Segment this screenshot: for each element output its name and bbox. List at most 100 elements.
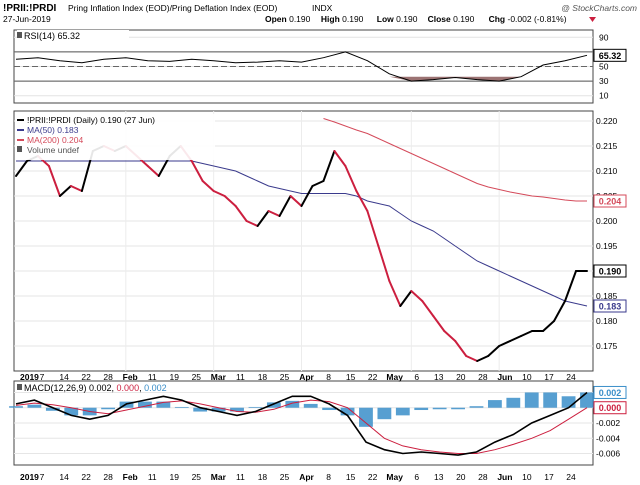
- macd-histogram-bar: [451, 407, 465, 410]
- macd-tick-label: -0.004: [596, 433, 620, 443]
- rsi-label-bg: [17, 30, 129, 41]
- macd-histogram-bar: [9, 406, 23, 408]
- price-segment: [432, 315, 446, 332]
- price-segment: [47, 165, 61, 197]
- macd-histogram-bar: [432, 407, 447, 410]
- macd-histogram-bar: [174, 406, 189, 408]
- x-tick-label: 2019: [20, 372, 39, 382]
- macd-histogram-bar: [580, 392, 594, 408]
- x-tick-label: 22: [81, 472, 91, 482]
- macd-histogram-bar: [64, 407, 79, 416]
- macd-value-tag: 0.002: [599, 388, 622, 398]
- macd-tick-label: -0.002: [596, 418, 620, 428]
- price-tick-label: 0.200: [596, 216, 618, 226]
- price-segment: [355, 190, 369, 212]
- price-panel: 0.2200.2150.2100.2050.2000.1950.1900.185…: [13, 110, 627, 372]
- price-segment: [454, 340, 468, 357]
- x-tick-label: 6: [414, 372, 419, 382]
- x-tick-label: 13: [434, 472, 444, 482]
- x-tick-label: 25: [192, 372, 202, 382]
- price-value-tag: 0.204: [599, 197, 622, 207]
- macd-histogram-bar: [506, 397, 521, 408]
- price-segment: [322, 150, 336, 182]
- rsi-label: RSI(14) 65.32: [24, 31, 80, 41]
- macd-histogram-bar: [266, 402, 281, 408]
- macd-histogram-bar: [487, 400, 502, 408]
- x-tick-label: 25: [280, 472, 290, 482]
- rsi-tick-label: 30: [599, 76, 609, 86]
- legend-entry: Volume undef: [27, 145, 80, 155]
- macd-histogram-bar: [469, 406, 484, 408]
- price-segment: [333, 150, 347, 167]
- x-tick-label: 20: [456, 372, 466, 382]
- x-tick-label: 24: [566, 472, 576, 482]
- price-segment: [465, 355, 479, 362]
- x-tick-label: 2019: [20, 472, 39, 482]
- macd-histogram-bar: [285, 400, 300, 408]
- price-tick-label: 0.175: [596, 341, 618, 351]
- x-tick-label: Feb: [123, 472, 138, 482]
- x-tick-label: 28: [478, 472, 488, 482]
- x-axis: 2019 7 14 22 28 Feb 11 19 25 Mar 11 18 25 Apr 8 15 22 May…: [20, 372, 576, 482]
- price-segment: [520, 330, 534, 337]
- macd-histogram-bar: [377, 407, 392, 420]
- ma200-line: [323, 118, 587, 202]
- volume-legend-icon: [17, 146, 22, 152]
- rsi-value-tag: 65.32: [599, 51, 622, 61]
- x-tick-label: 18: [258, 472, 268, 482]
- ohlc-close: Close 0.190: [428, 14, 475, 24]
- macd-panel: 0.002 0.000 -0.002 -0.004 -0.006 MACD(12,26,9…: [9, 380, 627, 466]
- price-segment: [564, 270, 578, 302]
- price-segment: [366, 210, 380, 247]
- rsi-tick-label: 10: [599, 91, 609, 101]
- x-tick-label: 7: [40, 372, 45, 382]
- macd-histogram-bar: [45, 407, 60, 411]
- macd-value-tag-box: [593, 385, 627, 399]
- rsi-line: [15, 51, 588, 82]
- x-tick-label: May: [386, 372, 403, 382]
- x-tick-label: 11: [148, 372, 157, 382]
- legend-entry: MA(50) 0.183: [27, 125, 79, 135]
- price-segment: [553, 300, 567, 322]
- x-tick-label: Apr: [299, 472, 314, 482]
- x-tick-label: 7: [40, 472, 45, 482]
- price-segment: [212, 190, 226, 197]
- x-tick-label: 17: [544, 472, 554, 482]
- macd-histogram-bar: [303, 403, 318, 408]
- header-exchange: INDX: [312, 3, 333, 13]
- ohlc-low: Low 0.190: [377, 14, 418, 24]
- x-tick-label: 10: [522, 472, 532, 482]
- price-value-tag-box: [593, 264, 627, 278]
- macd-histogram-bar: [340, 407, 355, 416]
- change-down-arrow-icon: [589, 17, 596, 22]
- x-tick-label: 22: [368, 372, 378, 382]
- price-segment: [542, 320, 556, 332]
- macd-label: MACD(12,26,9) 0.002, 0.000, 0.002: [24, 383, 167, 393]
- x-tick-label: 14: [59, 372, 69, 382]
- rsi-value-tag-box: [593, 48, 627, 62]
- x-tick-label: 11: [148, 472, 157, 482]
- macd-histogram-bar: [322, 407, 337, 411]
- price-segment: [311, 180, 325, 187]
- price-tick-label: 0.180: [596, 316, 618, 326]
- price-tick-label: 0.185: [596, 291, 618, 301]
- macd-histogram-bar: [414, 407, 429, 411]
- macd-histogram-bar: [248, 406, 263, 408]
- x-tick-label: Feb: [123, 372, 138, 382]
- price-tick-label: 0.195: [596, 241, 618, 251]
- x-tick-label: 24: [566, 372, 576, 382]
- x-tick-label: 19: [170, 472, 180, 482]
- macd-histogram-bar: [230, 407, 244, 412]
- macd-label-icon: [17, 384, 22, 390]
- header-date: 27-Jun-2019: [3, 14, 51, 24]
- price-tick-label: 0.210: [596, 166, 618, 176]
- ma50-line: [16, 160, 588, 307]
- price-segment: [421, 300, 435, 317]
- macd-histogram-bar: [156, 401, 171, 408]
- price-value-tag: 0.190: [599, 267, 622, 277]
- ohlc-open: Open 0.190: [265, 14, 311, 24]
- price-segment: [476, 355, 490, 362]
- price-segment: [399, 290, 413, 307]
- x-tick-label: 13: [434, 372, 444, 382]
- chart-header: !PRII:!PRDI Pring Inflation Index (EOD)/P…: [3, 3, 637, 24]
